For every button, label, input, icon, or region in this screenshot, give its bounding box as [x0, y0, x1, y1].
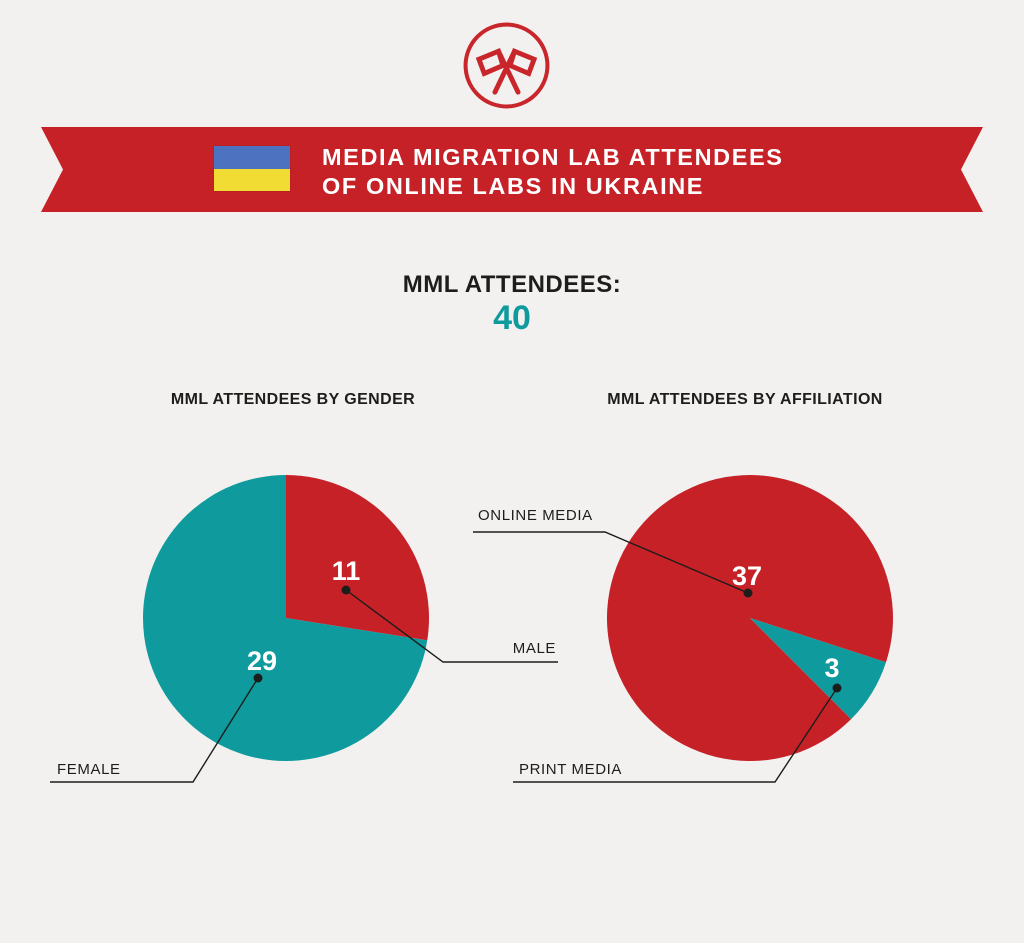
ukraine-flag-blue: [214, 146, 290, 169]
online-media-label: ONLINE MEDIA: [478, 507, 593, 524]
gender-pie-chart: [143, 475, 429, 761]
print-media-value: 3: [824, 653, 840, 683]
online-media-value: 37: [731, 561, 763, 591]
male-value: 11: [331, 556, 361, 586]
affiliation-chart-title: MML ATTENDEES BY AFFILIATION: [607, 391, 883, 408]
print-media-label: PRINT MEDIA: [519, 761, 623, 778]
ukraine-flag-yellow: [214, 169, 290, 192]
page-title-line2: OF ONLINE LABS IN UKRAINE: [322, 173, 705, 199]
gender-chart-title: MML ATTENDEES BY GENDER: [170, 391, 416, 408]
crossed-flags-icon: [463, 22, 550, 109]
title-ribbon: MEDIA MIGRATION LAB ATTENDEES OF ONLINE …: [41, 127, 983, 212]
pie-slice-print-media: [750, 618, 886, 720]
attendees-total-value: 40: [493, 299, 531, 337]
logo: [462, 21, 551, 110]
page-title: MEDIA MIGRATION LAB ATTENDEES OF ONLINE …: [322, 143, 942, 201]
attendees-total-label: MML ATTENDEES:: [402, 271, 622, 298]
female-value: 29: [246, 646, 278, 676]
female-label: FEMALE: [57, 761, 121, 778]
page-title-line1: MEDIA MIGRATION LAB ATTENDEES: [322, 144, 784, 170]
pie-slice-online-media: [607, 475, 893, 761]
affiliation-pie-chart: [607, 475, 893, 761]
male-label: MALE: [512, 640, 556, 657]
ukraine-flag: [214, 146, 290, 191]
